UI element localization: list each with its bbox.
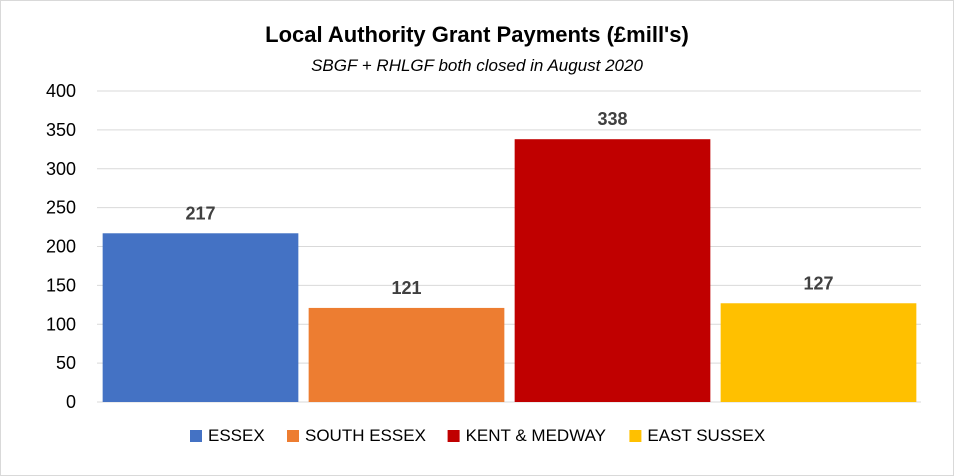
legend-swatch-3 xyxy=(447,430,460,442)
y-tick-label-100: 100 xyxy=(46,314,76,334)
chart-title: Local Authority Grant Payments (£mill's) xyxy=(265,22,689,47)
y-tick-label-350: 350 xyxy=(46,120,76,140)
legend-swatch-4 xyxy=(629,430,642,442)
bar-1 xyxy=(102,233,299,402)
y-tick-label-150: 150 xyxy=(46,275,76,295)
legend-label-2: SOUTH ESSEX xyxy=(305,426,426,445)
chart-subtitle: SBGF + RHLGF both closed in August 2020 xyxy=(311,56,643,75)
data-label-1: 217 xyxy=(185,203,215,223)
y-tick-label-0: 0 xyxy=(66,392,76,412)
y-tick-label-300: 300 xyxy=(46,159,76,179)
y-tick-label-200: 200 xyxy=(46,237,76,257)
data-label-3: 338 xyxy=(597,109,627,129)
y-tick-label-400: 400 xyxy=(46,81,76,101)
legend-swatch-2 xyxy=(287,430,299,442)
y-tick-label-50: 50 xyxy=(56,353,76,373)
data-label-2: 121 xyxy=(391,278,421,298)
bar-4 xyxy=(720,303,917,402)
legend-label-4: EAST SUSSEX xyxy=(647,426,765,445)
y-tick-label-250: 250 xyxy=(46,198,76,218)
legend-swatch-1 xyxy=(190,430,202,442)
legend-label-3: KENT & MEDWAY xyxy=(466,426,606,445)
bar-3 xyxy=(514,139,711,402)
legend-label-1: ESSEX xyxy=(208,426,265,445)
data-label-4: 127 xyxy=(803,273,833,293)
bar-2 xyxy=(308,307,505,402)
